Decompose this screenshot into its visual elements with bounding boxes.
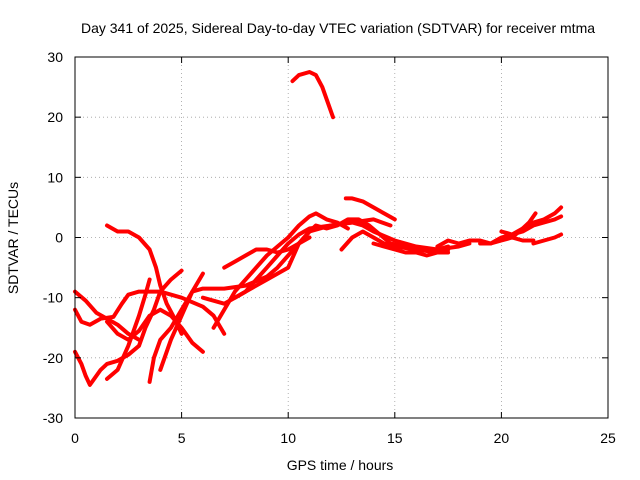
data-series-track-5 (105, 307, 205, 354)
data-series-track-20 (531, 232, 564, 246)
y-tick-label: 30 (47, 49, 63, 65)
x-tick-label: 5 (178, 430, 186, 446)
data-series-track-4 (105, 277, 152, 381)
data-series-track-11 (232, 217, 393, 300)
y-tick-label: 0 (55, 230, 63, 246)
chart-title: Day 341 of 2025, Sidereal Day-to-day VTE… (81, 20, 595, 36)
y-tick-label: 20 (47, 109, 63, 125)
data-series-track-15 (339, 229, 451, 255)
plot-frame (74, 56, 609, 419)
data-series-track-12 (222, 235, 312, 270)
x-tick-label: 25 (600, 430, 616, 446)
x-tick-label: 10 (280, 430, 296, 446)
data-series-track-2 (73, 289, 227, 336)
data-series-track-13 (290, 70, 335, 120)
grid (75, 57, 608, 418)
y-tick-label: -10 (43, 290, 63, 306)
data-series-track-16 (371, 241, 451, 258)
data-series-track-3 (73, 268, 184, 387)
y-axis-label: SDTVAR / TECUs (5, 182, 21, 294)
x-tick-label: 15 (387, 430, 403, 446)
data-traces (73, 70, 564, 387)
data-series-track-19 (499, 205, 564, 237)
data-series-track-6 (105, 223, 184, 336)
x-tick-label: 0 (71, 430, 79, 446)
data-series-track-14 (343, 196, 397, 222)
y-tick-label: -20 (43, 350, 63, 366)
y-tick-label: 10 (47, 169, 63, 185)
data-series-track-21 (510, 211, 538, 240)
data-series-track-1 (73, 289, 141, 342)
x-tick-label: 20 (494, 430, 510, 446)
data-series-track-18 (478, 214, 564, 246)
x-axis-label: GPS time / hours (287, 457, 394, 473)
axis-ticks: 0 5 10 15 20 25 -30 -20 -10 0 10 20 30 (43, 49, 616, 446)
data-series-track-10 (211, 211, 350, 330)
y-tick-label: -30 (43, 410, 63, 426)
data-series-track-8 (158, 271, 205, 372)
